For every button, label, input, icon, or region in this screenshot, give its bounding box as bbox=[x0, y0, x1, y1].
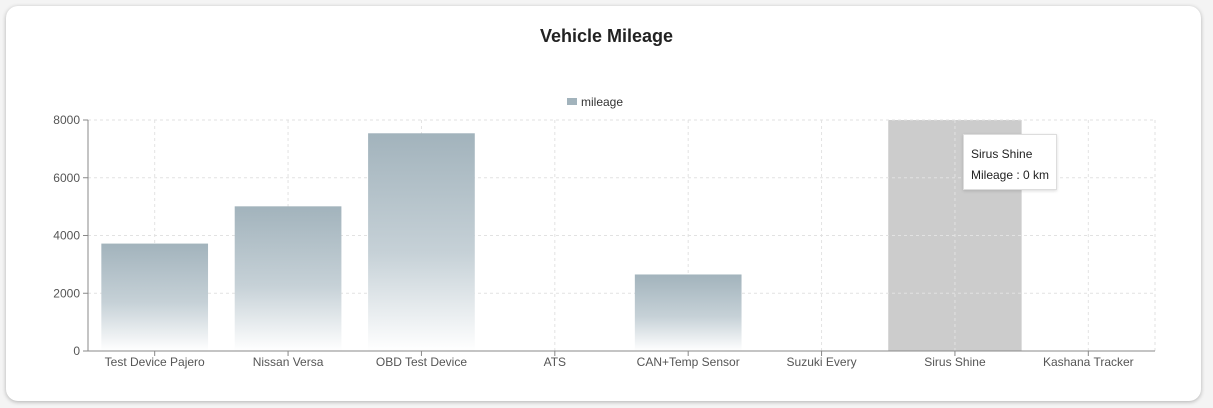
bar-nissan-versa bbox=[234, 206, 342, 351]
chart-title: Vehicle Mileage bbox=[539, 26, 674, 46]
tooltip-value-line: Mileage : 0 km bbox=[971, 168, 1050, 182]
bar-layer bbox=[101, 133, 742, 351]
legend-label-mileage: mileage bbox=[581, 95, 623, 109]
x-tick-label: ATS bbox=[544, 355, 566, 369]
x-tick-label: Sirus Shine bbox=[924, 355, 986, 369]
x-tick-label: Kashana Tracker bbox=[1043, 355, 1134, 369]
legend-swatch-mileage bbox=[567, 98, 577, 105]
tooltip-value: 0 km bbox=[1023, 168, 1050, 182]
bar-obd-test-device bbox=[368, 133, 475, 351]
axis-layer: 0 2000 4000 6000 8000 Test Device Pajero Nissa… bbox=[53, 113, 1155, 369]
x-tick-label: OBD Test Device bbox=[376, 355, 467, 369]
x-tick-label: Nissan Versa bbox=[253, 355, 324, 369]
x-tick-label: Suzuki Every bbox=[787, 355, 857, 369]
y-tick-label: 0 bbox=[73, 344, 80, 358]
x-tick-label: CAN+Temp Sensor bbox=[637, 355, 740, 369]
x-tick-label: Test Device Pajero bbox=[105, 355, 205, 369]
tooltip-label: Mileage bbox=[971, 168, 1014, 182]
y-tick-label: 6000 bbox=[53, 171, 80, 185]
y-tick-label: 4000 bbox=[53, 229, 80, 243]
y-tick-label: 8000 bbox=[53, 113, 80, 127]
tooltip-title: Sirus Shine bbox=[971, 147, 1033, 161]
bar-can-temp-sensor bbox=[634, 274, 742, 351]
legend[interactable]: mileage bbox=[567, 95, 623, 109]
chart-tooltip: Sirus Shine Mileage : 0 km bbox=[963, 134, 1057, 190]
y-tick-label: 2000 bbox=[53, 286, 80, 300]
bar-test-device-pajero bbox=[101, 243, 209, 351]
